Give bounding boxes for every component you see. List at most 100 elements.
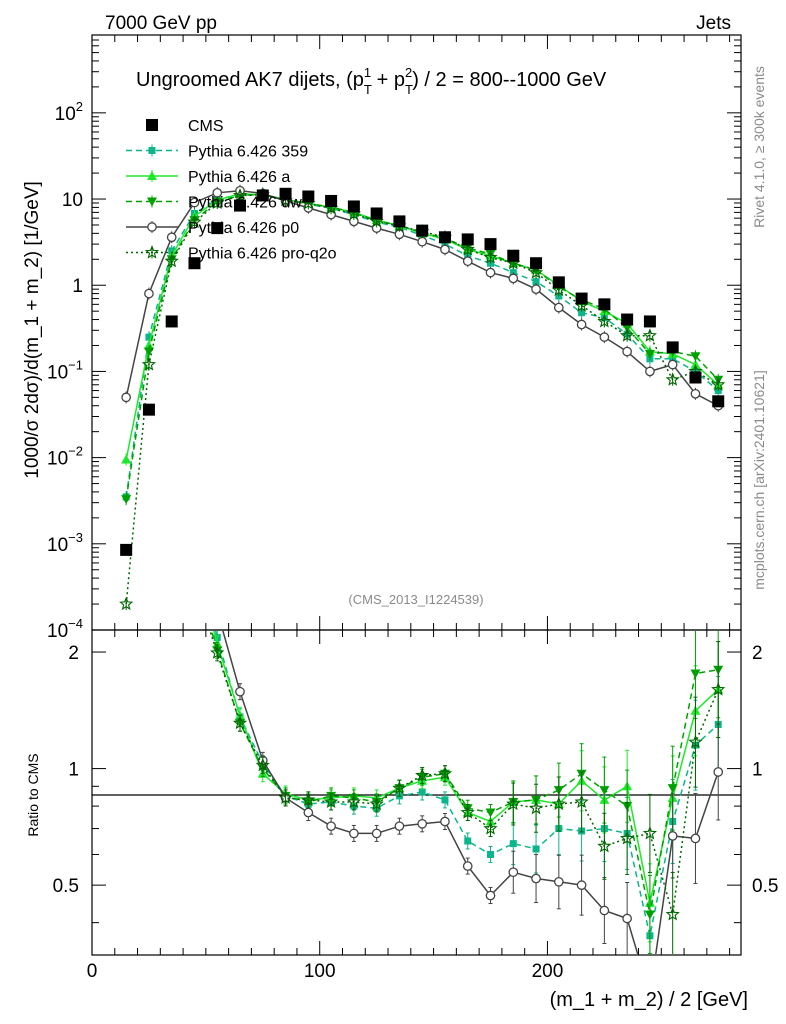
data-point bbox=[256, 189, 269, 202]
legend-marker bbox=[147, 197, 157, 207]
data-point bbox=[484, 238, 497, 251]
ratio-point bbox=[418, 788, 426, 796]
data-point bbox=[644, 349, 655, 359]
ratio-point bbox=[667, 784, 678, 794]
data-point bbox=[528, 265, 544, 279]
ratio-point bbox=[483, 821, 498, 835]
ratio-point bbox=[255, 757, 270, 772]
ratio-plot-frame bbox=[91, 629, 742, 956]
ratio-point bbox=[622, 913, 632, 924]
ratio-point bbox=[485, 808, 496, 818]
data-point bbox=[462, 256, 473, 267]
ratio-point bbox=[508, 867, 519, 878]
data-point bbox=[622, 346, 632, 357]
y-tick-label: 10−1 bbox=[47, 357, 83, 383]
ratio-tick-label: 1 bbox=[68, 760, 79, 781]
ratio-point bbox=[528, 800, 544, 815]
x-tick-label: 100 bbox=[304, 961, 336, 982]
ratio-point bbox=[168, 450, 175, 457]
data-point bbox=[578, 309, 586, 317]
ratio-point bbox=[441, 796, 449, 804]
ratio-tick-label: 2 bbox=[68, 643, 79, 664]
data-point bbox=[211, 222, 224, 235]
data-point bbox=[164, 253, 179, 268]
data-point bbox=[460, 242, 475, 256]
y-axis-label: 1000/σ 2dσ)/d(m_1 + m_2) [1/GeV] bbox=[22, 181, 43, 479]
data-point bbox=[279, 187, 292, 200]
ratio-point bbox=[303, 807, 314, 818]
x-tick-label: 200 bbox=[532, 961, 564, 982]
main-series bbox=[119, 184, 726, 611]
data-point bbox=[666, 341, 679, 354]
data-point bbox=[369, 213, 384, 228]
ratio-point bbox=[464, 837, 472, 845]
y-tick-label: 10−4 bbox=[47, 616, 83, 642]
data-point bbox=[575, 292, 588, 305]
data-point bbox=[597, 313, 612, 328]
ratio-point bbox=[665, 906, 680, 921]
ratio-point bbox=[437, 766, 453, 780]
data-point bbox=[485, 267, 496, 278]
data-point bbox=[711, 377, 726, 391]
y-tick-label: 102 bbox=[55, 99, 83, 125]
mcplots-label: mcplots.cern.ch [arXiv:2401.10621] bbox=[751, 370, 767, 589]
data-point bbox=[393, 215, 406, 228]
ratio-line bbox=[222, 631, 719, 954]
ratio-point bbox=[711, 682, 726, 696]
legend-label: CMS bbox=[188, 118, 224, 135]
data-point bbox=[530, 257, 543, 270]
ratio-point bbox=[278, 790, 293, 805]
x-tick-label: 0 bbox=[87, 961, 98, 982]
ratio-point bbox=[168, 386, 176, 394]
ratio-point bbox=[553, 876, 564, 887]
ratio-point bbox=[210, 645, 225, 659]
ratio-point bbox=[167, 484, 177, 493]
ratio-tick-label-right: 0.5 bbox=[752, 876, 778, 897]
ratio-point bbox=[460, 805, 475, 819]
ratio-point bbox=[369, 796, 384, 811]
data-point bbox=[141, 357, 157, 371]
ratio-point bbox=[232, 715, 248, 730]
data-point bbox=[142, 403, 155, 416]
data-point bbox=[232, 187, 248, 202]
header-right: Jets bbox=[696, 13, 731, 34]
y-tick-label: 10 bbox=[62, 190, 83, 211]
data-point bbox=[508, 273, 519, 284]
data-point bbox=[643, 315, 656, 328]
ratio-point bbox=[597, 838, 612, 853]
data-point bbox=[165, 315, 178, 328]
legend-label: Pythia 6.426 359 bbox=[188, 144, 308, 161]
data-point bbox=[690, 352, 701, 362]
data-point bbox=[302, 190, 315, 203]
data-point bbox=[642, 328, 657, 342]
rivet-label: Rivet 4.1.0, ≥ 300k events bbox=[751, 66, 767, 228]
legend-marker bbox=[147, 171, 157, 180]
data-point bbox=[417, 236, 428, 247]
ratio-point bbox=[485, 890, 496, 901]
data-point bbox=[121, 392, 132, 403]
header-left: 7000 GeV pp bbox=[105, 13, 217, 34]
data-point bbox=[121, 495, 132, 505]
ratio-point bbox=[167, 468, 177, 477]
ratio-point bbox=[213, 606, 221, 614]
data-point bbox=[483, 249, 498, 264]
ratio-point bbox=[417, 818, 428, 829]
ratio-point bbox=[619, 830, 635, 845]
data-point bbox=[645, 366, 655, 377]
ratio-axis-label: Ratio to CMS bbox=[25, 753, 41, 836]
data-point bbox=[187, 214, 202, 229]
data-point bbox=[461, 233, 474, 246]
ratio-point bbox=[506, 796, 521, 811]
ratio-point bbox=[688, 734, 703, 749]
data-point bbox=[689, 371, 702, 384]
ratio-line bbox=[213, 631, 719, 903]
data-point bbox=[438, 231, 451, 244]
ratio-point bbox=[599, 905, 610, 916]
ratio-point bbox=[644, 910, 655, 920]
data-point bbox=[532, 278, 540, 286]
data-point bbox=[552, 276, 565, 289]
ratio-point bbox=[690, 833, 701, 844]
ratio-point bbox=[667, 831, 678, 841]
y-tick-label: 1 bbox=[72, 276, 83, 297]
ratio-point bbox=[346, 794, 362, 809]
